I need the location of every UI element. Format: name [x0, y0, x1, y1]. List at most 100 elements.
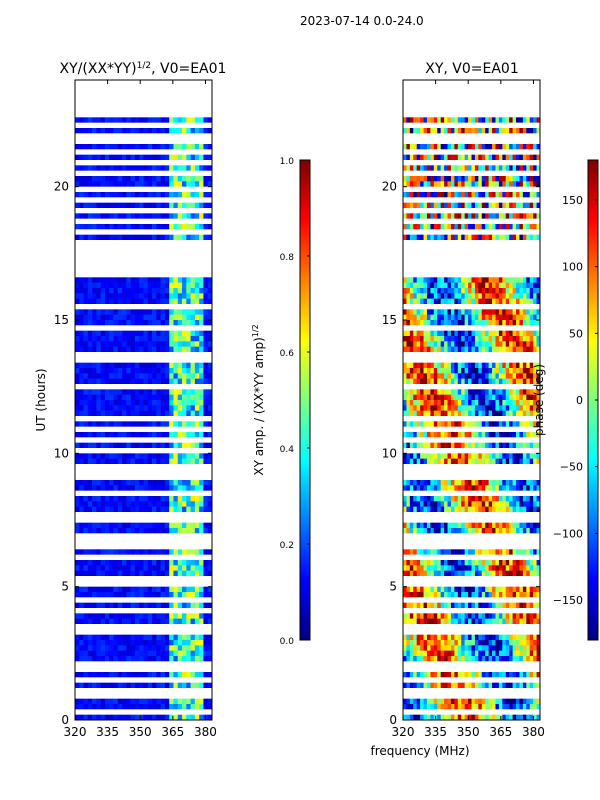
heatmap-cell	[173, 602, 179, 609]
heatmap-cell	[87, 485, 93, 491]
heatmap-cell	[182, 122, 187, 129]
heatmap-cell	[173, 634, 179, 641]
heatmap-cell	[177, 245, 183, 251]
heatmap-cell	[113, 208, 119, 214]
heatmap-cell	[117, 213, 123, 219]
heatmap-cell	[461, 208, 465, 214]
heatmap-cell	[203, 517, 209, 523]
heatmap-cell	[92, 197, 97, 203]
heatmap-cell	[416, 186, 421, 193]
heatmap-cell	[207, 672, 213, 678]
heatmap-cell	[440, 101, 445, 107]
heatmap-cell	[104, 672, 110, 678]
heatmap-cell	[437, 90, 441, 97]
heatmap-cell	[143, 213, 149, 219]
heatmap-cell	[130, 400, 136, 406]
heatmap-cell	[498, 186, 503, 193]
heatmap-cell	[522, 186, 527, 193]
heatmap-cell	[96, 341, 101, 347]
heatmap-cell	[423, 181, 428, 187]
heatmap-cell	[533, 154, 537, 161]
y-tick-label: 10	[54, 446, 69, 460]
heatmap-cell	[203, 501, 209, 507]
heatmap-cell	[104, 704, 110, 710]
heatmap-cell	[139, 208, 144, 214]
heatmap-cell	[182, 410, 187, 417]
heatmap-cell	[164, 352, 170, 358]
heatmap-cell	[516, 192, 520, 198]
heatmap-cell	[526, 144, 531, 150]
heatmap-cell	[516, 112, 520, 118]
heatmap-cell	[203, 538, 209, 545]
heatmap-cell	[194, 474, 200, 481]
heatmap-cell	[481, 117, 486, 123]
heatmap-cell	[100, 176, 106, 182]
heatmap-cell	[182, 533, 187, 539]
heatmap-cell	[177, 256, 183, 262]
heatmap-cell	[92, 266, 97, 273]
heatmap-cell	[203, 464, 209, 470]
heatmap-cell	[160, 298, 166, 305]
heatmap-cell	[190, 570, 196, 577]
heatmap-cell	[113, 336, 119, 342]
heatmap-cell	[169, 266, 174, 273]
heatmap-cell	[83, 410, 89, 417]
heatmap-cell	[92, 85, 97, 91]
heatmap-cell	[100, 645, 106, 651]
heatmap-cell	[164, 293, 170, 299]
heatmap-cell	[87, 506, 93, 513]
heatmap-cell	[177, 661, 183, 667]
heatmap-cell	[134, 389, 140, 395]
heatmap-cell	[173, 517, 179, 523]
heatmap-cell	[147, 256, 153, 262]
heatmap-cell	[182, 224, 187, 230]
heatmap-cell	[117, 256, 123, 262]
heatmap-cell	[440, 128, 445, 134]
heatmap-cell	[160, 608, 166, 614]
heatmap-cell	[182, 234, 187, 241]
heatmap-cell	[173, 288, 179, 294]
heatmap-cell	[182, 277, 187, 283]
heatmap-cell	[409, 133, 414, 139]
heatmap-cell	[79, 101, 84, 107]
heatmap-cell	[147, 378, 153, 385]
heatmap-cell	[413, 192, 417, 198]
heatmap-cell	[87, 416, 93, 422]
heatmap-cell	[75, 325, 80, 331]
heatmap-cell	[96, 181, 101, 187]
heatmap-cell	[139, 320, 144, 326]
heatmap-cell	[122, 261, 127, 267]
heatmap-cell	[113, 261, 119, 267]
heatmap-cell	[104, 261, 110, 267]
heatmap-cell	[194, 709, 200, 715]
heatmap-cell	[147, 154, 153, 161]
heatmap-cell	[420, 170, 424, 177]
heatmap-cell	[169, 410, 174, 417]
heatmap-cell	[92, 357, 97, 363]
heatmap-cell	[134, 592, 140, 598]
heatmap-cell	[75, 624, 80, 630]
heatmap-cell	[139, 352, 144, 358]
heatmap-cell	[147, 656, 153, 662]
heatmap-cell	[433, 218, 438, 225]
heatmap-cell	[207, 608, 213, 614]
heatmap-cell	[522, 117, 527, 123]
heatmap-cell	[75, 533, 80, 539]
heatmap-cell	[130, 650, 136, 657]
heatmap-cell	[177, 640, 183, 646]
heatmap-cell	[104, 85, 110, 91]
heatmap-cell	[194, 277, 200, 283]
heatmap-cell	[160, 544, 166, 550]
heatmap-cell	[474, 85, 479, 91]
heatmap-cell	[426, 101, 431, 107]
colorbar-tick-label: 0.4	[280, 445, 295, 455]
heatmap-cell	[100, 688, 106, 694]
heatmap-cell	[444, 224, 448, 230]
heatmap-cell	[409, 138, 414, 145]
heatmap-cell	[173, 186, 179, 193]
heatmap-cell	[485, 138, 489, 145]
heatmap-cell	[122, 96, 127, 102]
heatmap-cell	[92, 656, 97, 662]
heatmap-cell	[182, 202, 187, 209]
heatmap-cell	[177, 352, 183, 358]
